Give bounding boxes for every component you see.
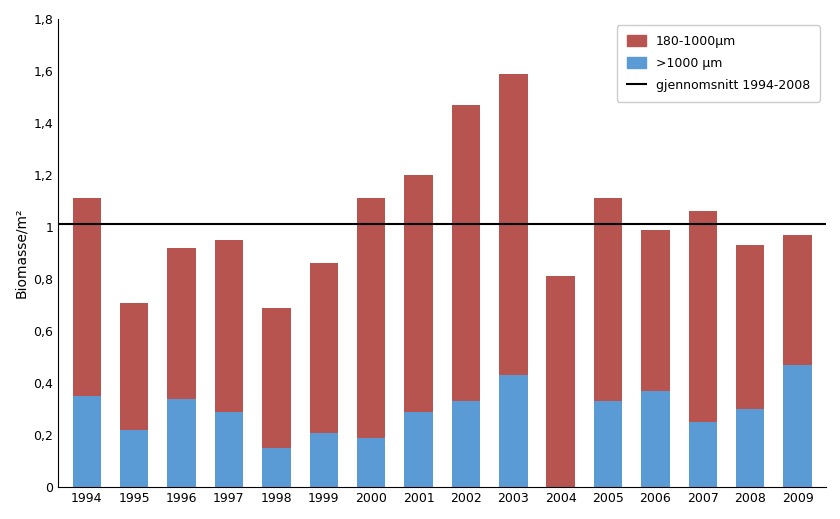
Bar: [499, 74, 528, 375]
Bar: [547, 277, 575, 487]
Bar: [594, 198, 622, 401]
Bar: [736, 409, 764, 487]
Bar: [72, 396, 101, 487]
Bar: [784, 235, 812, 365]
Bar: [736, 245, 764, 409]
Bar: [357, 438, 386, 487]
Bar: [262, 448, 291, 487]
Bar: [404, 175, 433, 412]
Bar: [499, 375, 528, 487]
Bar: [120, 303, 149, 430]
Bar: [215, 412, 243, 487]
Bar: [452, 105, 480, 401]
Bar: [641, 391, 669, 487]
Bar: [167, 399, 196, 487]
Bar: [689, 211, 717, 422]
Bar: [357, 198, 386, 438]
Bar: [120, 430, 149, 487]
Bar: [641, 229, 669, 391]
Bar: [309, 264, 338, 433]
Bar: [689, 422, 717, 487]
Legend: 180-1000μm, >1000 μm, gjennomsnitt 1994-2008: 180-1000μm, >1000 μm, gjennomsnitt 1994-…: [617, 25, 820, 102]
Bar: [784, 365, 812, 487]
Bar: [309, 433, 338, 487]
Bar: [167, 248, 196, 399]
Bar: [215, 240, 243, 412]
Bar: [594, 401, 622, 487]
Bar: [72, 198, 101, 396]
Bar: [262, 308, 291, 448]
Bar: [452, 401, 480, 487]
Y-axis label: Biomasse/m²: Biomasse/m²: [14, 208, 28, 298]
Bar: [404, 412, 433, 487]
